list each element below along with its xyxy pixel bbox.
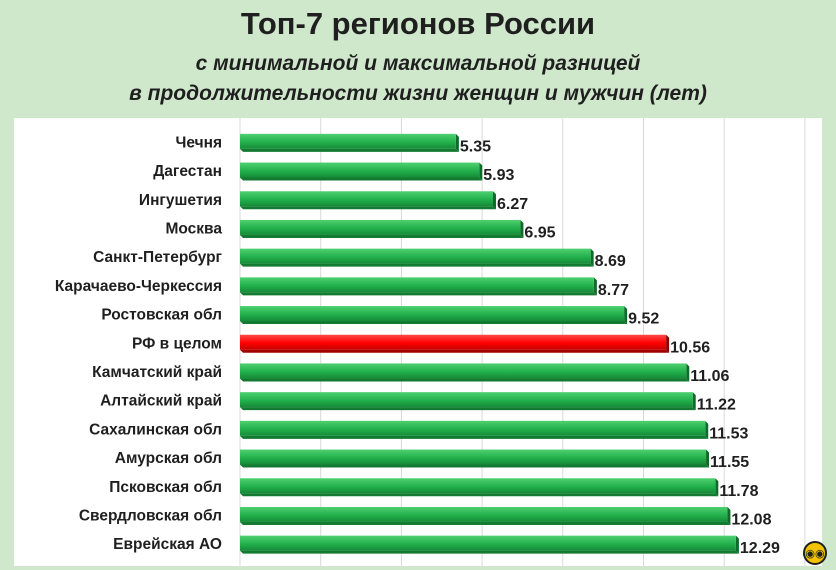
category-label: Камчатский край bbox=[92, 364, 222, 381]
bar-side bbox=[692, 392, 696, 411]
category-label: Псковская обл bbox=[109, 479, 222, 496]
bar bbox=[240, 363, 687, 379]
value-label: 11.06 bbox=[690, 368, 729, 385]
value-label: 11.78 bbox=[719, 483, 758, 500]
category-label: Москва bbox=[166, 220, 223, 237]
bar-side bbox=[479, 162, 483, 181]
value-label: 5.35 bbox=[460, 138, 491, 155]
value-label: 8.77 bbox=[598, 282, 629, 299]
bar-side bbox=[705, 420, 709, 439]
bar-side bbox=[686, 363, 690, 382]
value-label: 11.55 bbox=[710, 454, 749, 471]
bar-side bbox=[520, 219, 524, 238]
plot-area: Чечня 5.35 Дагестан 5.93 Ингушетия 6.27 Москва… bbox=[14, 118, 822, 566]
bar-bottom bbox=[240, 550, 739, 554]
bar-bottom bbox=[240, 493, 719, 497]
category-label: РФ в целом bbox=[132, 335, 222, 352]
bar-side bbox=[666, 334, 670, 353]
value-label: 6.27 bbox=[497, 196, 528, 213]
category-label: Еврейская АО bbox=[113, 536, 222, 553]
bar-bottom bbox=[240, 292, 597, 296]
bar-bottom bbox=[240, 407, 696, 411]
bar-side bbox=[593, 277, 597, 296]
value-label: 9.52 bbox=[628, 311, 659, 328]
bar-bottom bbox=[240, 321, 628, 325]
category-label: Амурская обл bbox=[115, 450, 222, 467]
bar-bottom bbox=[240, 148, 459, 152]
category-label: Ингушетия bbox=[139, 192, 222, 209]
value-label: 12.08 bbox=[731, 511, 771, 528]
category-label: Алтайский край bbox=[100, 393, 222, 410]
bar bbox=[240, 506, 728, 522]
bar-chart: Чечня 5.35 Дагестан 5.93 Ингушетия 6.27 Москва… bbox=[55, 118, 806, 566]
value-label: 6.95 bbox=[524, 224, 555, 241]
bar bbox=[240, 191, 493, 207]
bar-side bbox=[727, 506, 731, 525]
bar bbox=[240, 277, 594, 293]
owl-logo-icon: ◉◉ bbox=[803, 541, 827, 565]
bar-side bbox=[455, 133, 459, 152]
bar-bottom bbox=[240, 263, 594, 267]
category-label: Чечня bbox=[175, 134, 222, 151]
bar-side bbox=[492, 191, 496, 210]
bar bbox=[240, 162, 480, 178]
bar-bottom bbox=[240, 349, 670, 353]
chart-title: Топ-7 регионов России bbox=[240, 6, 596, 41]
category-label: Дагестан bbox=[153, 163, 222, 180]
bar-bottom bbox=[240, 521, 731, 525]
bar-bottom bbox=[240, 177, 483, 181]
bar-bottom bbox=[240, 378, 690, 382]
bar-side bbox=[590, 248, 594, 267]
bar-bottom bbox=[240, 206, 496, 210]
value-label: 12.29 bbox=[740, 540, 780, 557]
bar bbox=[240, 306, 625, 322]
value-label: 5.93 bbox=[483, 167, 514, 184]
bar bbox=[240, 420, 706, 436]
category-label: Свердловская обл bbox=[79, 507, 222, 524]
bar bbox=[240, 334, 667, 350]
category-label: Санкт-Петербург bbox=[93, 249, 222, 266]
bar-side bbox=[715, 478, 719, 497]
bar-bottom bbox=[240, 435, 709, 439]
bar-bottom bbox=[240, 464, 710, 468]
bar bbox=[240, 535, 736, 551]
value-label: 10.56 bbox=[670, 339, 710, 356]
category-label: Карачаево-Черкессия bbox=[55, 278, 222, 295]
bar bbox=[240, 478, 716, 494]
category-label: Ростовская обл bbox=[101, 307, 222, 324]
bar-side bbox=[624, 306, 628, 325]
category-label: Сахалинская обл bbox=[89, 421, 222, 438]
value-label: 8.69 bbox=[595, 253, 626, 270]
value-label: 11.53 bbox=[709, 425, 748, 442]
bar bbox=[240, 449, 707, 465]
bar bbox=[240, 248, 591, 264]
chart-subtitle-line2: в продолжительности жизни женщин и мужчи… bbox=[129, 82, 707, 105]
bar bbox=[240, 219, 521, 235]
bar bbox=[240, 392, 693, 408]
value-label: 11.22 bbox=[697, 397, 736, 414]
bar bbox=[240, 133, 456, 149]
bar-bottom bbox=[240, 234, 524, 238]
bar-side bbox=[706, 449, 710, 468]
chart-subtitle-line1: с минимальной и максимальной разницей bbox=[195, 52, 641, 75]
bar-side bbox=[735, 535, 739, 554]
